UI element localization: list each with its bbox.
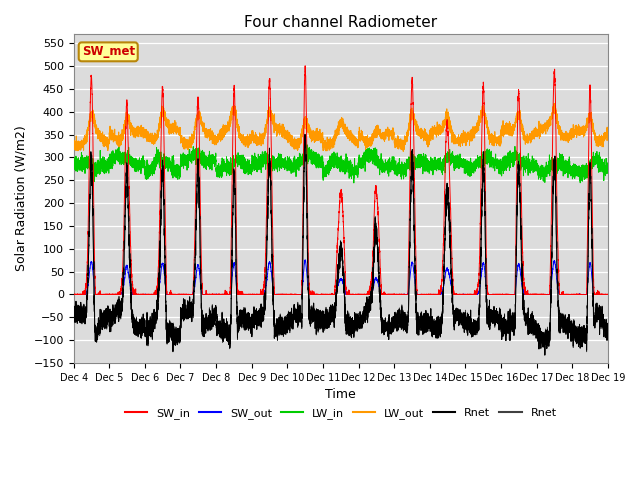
Title: Four channel Radiometer: Four channel Radiometer: [244, 15, 437, 30]
Legend: SW_in, SW_out, LW_in, LW_out, Rnet, Rnet: SW_in, SW_out, LW_in, LW_out, Rnet, Rnet: [120, 404, 561, 423]
X-axis label: Time: Time: [325, 388, 356, 401]
Text: SW_met: SW_met: [82, 45, 135, 59]
Y-axis label: Solar Radiation (W/m2): Solar Radiation (W/m2): [15, 126, 28, 271]
